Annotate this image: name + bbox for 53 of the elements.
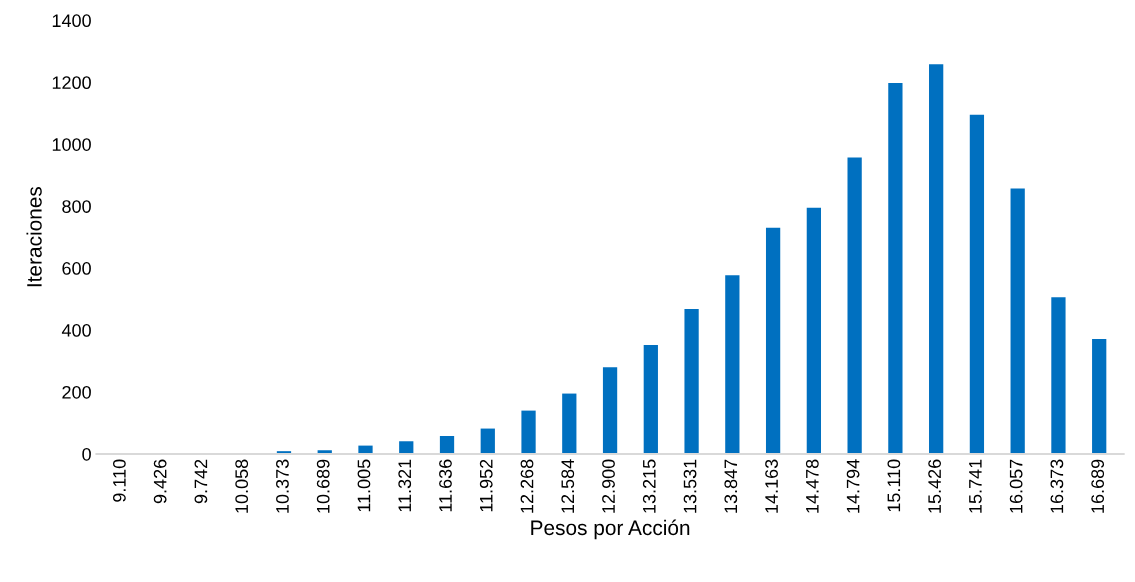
bar: [1051, 297, 1066, 454]
bar: [602, 367, 618, 454]
x-tick-label: 16.057: [1009, 459, 1023, 513]
x-axis-title: Pesos por Acción: [531, 519, 690, 540]
x-tick-label: 10.373: [276, 459, 289, 513]
x-tick-label: 14.794: [846, 459, 860, 513]
x-tick-label: 10.689: [316, 459, 330, 513]
y-tick-label: 1200: [52, 76, 91, 90]
x-tick-label: 9.426: [153, 459, 167, 504]
bar: [1092, 339, 1107, 454]
bar: [969, 114, 985, 454]
bar: [439, 436, 455, 454]
x-tick-label: 14.478: [805, 459, 819, 513]
x-tick-label: 16.689: [1091, 459, 1105, 513]
bar: [643, 344, 658, 454]
x-tick-label: 12.268: [520, 459, 534, 513]
y-tick-label: 600: [62, 262, 91, 275]
x-tick-label: 9.110: [112, 459, 126, 502]
x-tick-label: 15.426: [928, 459, 941, 513]
x-tick-label: 13.531: [683, 459, 697, 513]
bar: [480, 428, 495, 454]
bar: [765, 227, 781, 454]
x-tick-label: 11.952: [479, 459, 493, 512]
y-tick-label: 1400: [52, 14, 91, 28]
bar: [847, 157, 862, 454]
y-tick-label: 1000: [52, 138, 91, 151]
y-tick-label: 400: [61, 324, 91, 337]
x-tick-label: 9.742: [194, 459, 208, 504]
x-tick-label: 11.005: [357, 459, 371, 512]
x-tick-label: 14.163: [765, 459, 778, 513]
bar: [806, 207, 821, 454]
bar: [888, 82, 903, 454]
x-tick-label: 15.110: [887, 459, 901, 512]
bar: [562, 393, 577, 454]
y-tick-label: 0: [82, 447, 91, 461]
x-tick-label: 13.215: [642, 459, 656, 513]
x-tick-label: 11.636: [439, 459, 452, 512]
x-tick-label: 11.321: [398, 459, 412, 512]
bar: [1010, 188, 1025, 454]
bar: [521, 410, 536, 454]
bar: [929, 64, 944, 454]
x-tick-label: 16.373: [1050, 459, 1064, 513]
x-tick-label: 13.847: [724, 459, 738, 513]
y-axis-title: Iteraciones: [26, 186, 42, 287]
x-tick-label: 12.584: [561, 459, 575, 513]
x-tick-label: 15.741: [969, 459, 982, 513]
bar: [725, 275, 740, 454]
bar: [684, 309, 699, 454]
y-tick-label: 800: [62, 200, 91, 213]
bar: [399, 441, 414, 454]
x-tick-label: 10.058: [235, 459, 249, 513]
x-tick-label: 12.900: [602, 459, 615, 513]
y-tick-label: 200: [62, 385, 91, 399]
